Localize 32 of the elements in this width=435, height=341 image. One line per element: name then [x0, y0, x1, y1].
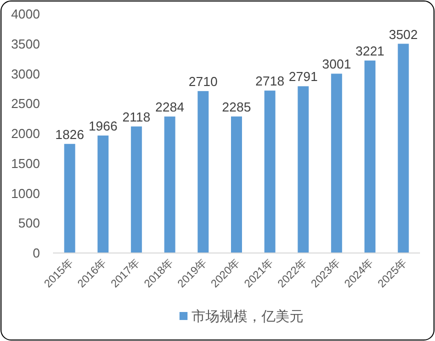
bar — [164, 116, 176, 253]
y-tick-label: 500 — [18, 216, 40, 231]
bar — [231, 116, 242, 253]
data-label: 2285 — [222, 99, 251, 114]
bar — [130, 126, 142, 253]
bar — [264, 90, 276, 253]
bar — [331, 74, 342, 253]
y-tick-label: 3500 — [11, 36, 40, 52]
data-label: 2718 — [255, 74, 284, 89]
bar — [98, 136, 109, 253]
y-tick-label: 4000 — [11, 6, 40, 22]
y-tick-label: 0 — [32, 246, 40, 260]
data-label: 3502 — [388, 26, 418, 42]
y-tick-label: 2500 — [11, 96, 40, 112]
bar — [364, 60, 376, 253]
y-tick-label: 2000 — [11, 126, 40, 141]
data-label: 2791 — [288, 69, 318, 84]
data-label: 1826 — [55, 126, 84, 142]
data-label: 1966 — [88, 118, 118, 134]
bar — [64, 144, 76, 253]
y-tick-label: 3000 — [11, 66, 40, 82]
data-label: 3001 — [322, 56, 352, 72]
y-tick-label: 1500 — [11, 156, 40, 171]
data-label: 2284 — [155, 100, 184, 115]
legend-label: 市场规模，亿美元 — [192, 308, 304, 324]
bar — [398, 44, 409, 253]
data-label: 2118 — [122, 109, 150, 124]
data-label: 3221 — [355, 44, 384, 59]
bar — [298, 86, 309, 253]
y-tick-label: 1000 — [11, 186, 40, 201]
data-label: 2710 — [188, 74, 218, 90]
bar — [198, 91, 209, 253]
